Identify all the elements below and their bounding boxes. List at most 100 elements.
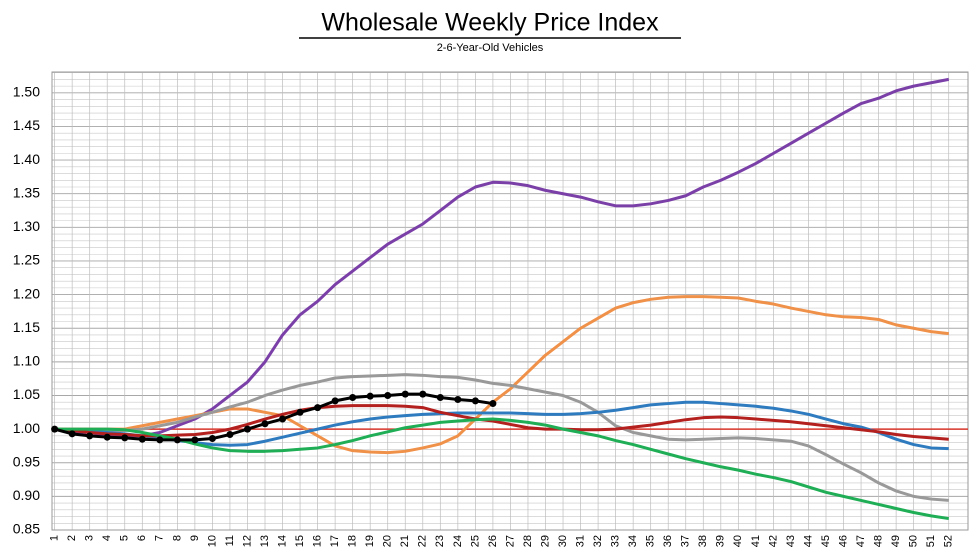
y-tick-label: 1.45 <box>13 117 40 133</box>
x-tick-label: 28 <box>522 535 534 547</box>
x-tick-label: 36 <box>662 535 674 547</box>
x-tick-label: 10 <box>206 535 218 547</box>
data-point <box>226 430 234 438</box>
x-tick-label: 45 <box>820 535 832 547</box>
series-line <box>54 417 949 521</box>
x-tick-label: 4 <box>101 535 113 541</box>
x-tick-label: 27 <box>504 535 516 547</box>
x-tick-label: 19 <box>364 535 376 547</box>
x-tick-label: 22 <box>417 535 429 547</box>
data-point <box>279 415 287 423</box>
x-tick-label: 33 <box>610 535 622 547</box>
series <box>54 373 949 502</box>
x-tick-label: 34 <box>627 535 639 547</box>
data-point <box>86 432 94 440</box>
series-line <box>54 373 949 502</box>
y-tick-label: 1.50 <box>13 84 40 100</box>
x-tick-label: 25 <box>469 535 481 547</box>
chart-title: Wholesale Weekly Price Index <box>321 9 659 37</box>
data-point <box>261 420 269 428</box>
x-tick-label: 43 <box>785 535 797 547</box>
data-point <box>384 391 392 399</box>
x-tick-label: 49 <box>890 535 902 547</box>
data-point <box>173 436 181 444</box>
data-point <box>156 436 164 444</box>
x-tick-label: 39 <box>715 535 727 547</box>
data-point <box>471 397 479 405</box>
y-tick-label: 0.85 <box>13 521 40 537</box>
data-point <box>436 394 444 402</box>
x-tick-label: 41 <box>750 535 762 547</box>
y-tick-label: 0.95 <box>13 453 40 469</box>
x-tick-label: 14 <box>276 535 288 547</box>
x-tick-label: 11 <box>224 535 236 546</box>
x-tick-label: 40 <box>732 535 744 547</box>
x-tick-label: 38 <box>697 535 709 547</box>
x-tick-label: 1 <box>49 535 61 541</box>
data-point <box>121 434 129 442</box>
data-point <box>489 400 497 408</box>
x-tick-label: 7 <box>154 535 166 541</box>
x-tick-label: 13 <box>259 535 271 547</box>
data-point <box>349 394 357 402</box>
x-tick-label: 23 <box>434 535 446 547</box>
y-tick-label: 1.10 <box>13 353 40 369</box>
x-tick-label: 8 <box>171 535 183 541</box>
x-tick-label: 6 <box>136 535 148 541</box>
data-point <box>366 392 374 400</box>
data-point <box>208 435 216 443</box>
y-tick-label: 1.35 <box>13 184 40 200</box>
y-tick-label: 1.20 <box>13 285 40 301</box>
series <box>51 390 497 444</box>
x-tick-label: 12 <box>241 535 253 547</box>
x-tick-label: 46 <box>837 535 849 547</box>
data-point <box>138 435 146 443</box>
series <box>54 417 949 521</box>
x-tick-label: 30 <box>557 535 569 547</box>
x-tick-label: 35 <box>645 535 657 547</box>
y-tick-label: 1.15 <box>13 319 40 335</box>
x-tick-label: 9 <box>189 535 201 541</box>
x-tick-label: 37 <box>680 535 692 547</box>
x-tick-label: 31 <box>574 535 586 547</box>
x-tick-label: 47 <box>855 535 867 547</box>
y-tick-label: 1.00 <box>13 420 40 436</box>
x-tick-label: 29 <box>539 535 551 547</box>
y-tick-label: 0.90 <box>13 487 40 503</box>
series <box>54 77 949 438</box>
x-tick-label: 3 <box>84 535 96 541</box>
series <box>54 404 949 441</box>
x-tick-label: 20 <box>382 535 394 547</box>
series <box>54 400 949 451</box>
data-point <box>419 390 427 398</box>
data-point <box>314 404 322 412</box>
y-tick-label: 1.25 <box>13 252 40 268</box>
series-line <box>54 77 949 438</box>
x-tick-label: 50 <box>908 535 920 547</box>
y-tick-label: 1.05 <box>13 386 40 402</box>
x-tick-label: 42 <box>767 535 779 547</box>
y-tick-label: 1.40 <box>13 151 40 167</box>
x-tick-label: 16 <box>312 535 324 547</box>
x-tick-label: 48 <box>872 535 884 547</box>
x-tick-label: 51 <box>925 535 937 547</box>
x-tick-label: 5 <box>119 535 131 541</box>
x-tick-label: 24 <box>452 535 464 547</box>
x-tick-label: 32 <box>592 535 604 547</box>
x-tick-label: 52 <box>943 535 955 547</box>
chart-subtitle: 2-6-Year-Old Vehicles <box>437 42 544 54</box>
x-tick-label: 2 <box>66 535 78 541</box>
x-tick-label: 18 <box>347 535 359 547</box>
data-point <box>401 390 409 398</box>
x-tick-label: 21 <box>399 535 411 547</box>
plot-border <box>51 71 969 531</box>
data-point <box>296 408 304 416</box>
series-line <box>54 404 949 441</box>
data-point <box>243 425 251 433</box>
data-point <box>454 396 462 404</box>
data-point <box>68 430 76 438</box>
data-point <box>51 425 59 433</box>
x-tick-label: 15 <box>294 535 306 547</box>
x-tick-label: 44 <box>802 535 814 547</box>
